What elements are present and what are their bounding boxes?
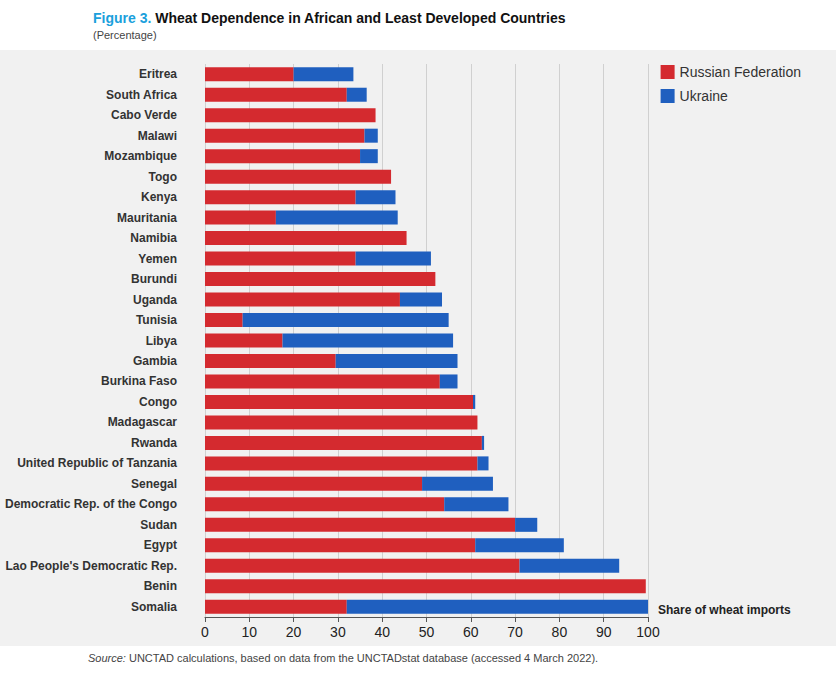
svg-text:Libya: Libya xyxy=(146,334,178,348)
svg-text:Burundi: Burundi xyxy=(131,272,177,286)
svg-text:20: 20 xyxy=(286,624,302,640)
svg-text:10: 10 xyxy=(242,624,258,640)
svg-text:(Percentage): (Percentage) xyxy=(93,29,157,41)
svg-text:Mozambique: Mozambique xyxy=(104,149,177,163)
svg-text:Sudan: Sudan xyxy=(140,518,177,532)
svg-text:United Republic of Tanzania: United Republic of Tanzania xyxy=(17,456,177,470)
svg-text:30: 30 xyxy=(330,624,346,640)
svg-text:60: 60 xyxy=(463,624,479,640)
svg-text:Mauritania: Mauritania xyxy=(117,211,177,225)
svg-text:Wheat Dependence in African an: Wheat Dependence in African and Least De… xyxy=(151,10,565,26)
svg-text:Figure 3.: Figure 3. xyxy=(93,10,151,26)
svg-text:0: 0 xyxy=(201,624,209,640)
svg-text:Kenya: Kenya xyxy=(141,190,177,204)
svg-text:Uganda: Uganda xyxy=(133,293,177,307)
svg-text:Rwanda: Rwanda xyxy=(131,436,177,450)
svg-text:Yemen: Yemen xyxy=(138,252,177,266)
svg-text:Gambia: Gambia xyxy=(133,354,177,368)
svg-text:Namibia: Namibia xyxy=(130,231,177,245)
svg-text:Somalia: Somalia xyxy=(131,600,177,614)
svg-text:Madagascar: Madagascar xyxy=(108,415,178,429)
svg-text:South Africa: South Africa xyxy=(106,88,177,102)
svg-text:Congo: Congo xyxy=(139,395,177,409)
svg-text:Senegal: Senegal xyxy=(131,477,177,491)
svg-text:Cabo Verde: Cabo Verde xyxy=(111,108,177,122)
svg-text:Benin: Benin xyxy=(144,579,177,593)
svg-text:Malawi: Malawi xyxy=(138,129,177,143)
svg-text:Ukraine: Ukraine xyxy=(680,88,728,104)
svg-text:100: 100 xyxy=(636,624,660,640)
svg-text:Burkina Faso: Burkina Faso xyxy=(101,374,177,388)
svg-text:90: 90 xyxy=(596,624,612,640)
svg-text:50: 50 xyxy=(419,624,435,640)
svg-text:Lao People's Democratic Rep.: Lao People's Democratic Rep. xyxy=(5,559,177,573)
svg-text:Egypt: Egypt xyxy=(144,538,177,552)
svg-text:Share of wheat imports: Share of wheat imports xyxy=(658,603,791,617)
svg-text:80: 80 xyxy=(552,624,568,640)
svg-text:Democratic Rep. of the Congo: Democratic Rep. of the Congo xyxy=(5,497,177,511)
svg-text:40: 40 xyxy=(374,624,390,640)
svg-text:70: 70 xyxy=(507,624,523,640)
svg-text:Source:: Source: xyxy=(88,652,126,664)
svg-text:Tunisia: Tunisia xyxy=(136,313,177,327)
svg-text:UNCTAD calculations, based on: UNCTAD calculations, based on data from … xyxy=(126,652,598,664)
svg-text:Eritrea: Eritrea xyxy=(139,67,177,81)
svg-text:Russian Federation: Russian Federation xyxy=(680,64,801,80)
svg-text:Togo: Togo xyxy=(149,170,177,184)
